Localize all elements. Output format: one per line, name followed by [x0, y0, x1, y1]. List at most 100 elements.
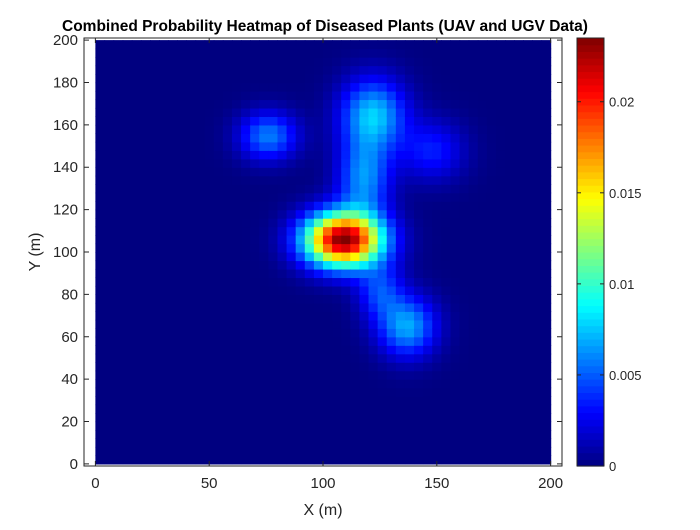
- heatmap-cell: [95, 379, 106, 389]
- heatmap-cell: [195, 379, 206, 389]
- heatmap-cell: [404, 40, 415, 50]
- heatmap-cell: [241, 353, 251, 363]
- heatmap-cell: [104, 302, 115, 312]
- heatmap-cell: [441, 48, 452, 58]
- heatmap-cell: [241, 201, 251, 211]
- heatmap-cell: [241, 167, 251, 177]
- heatmap-cell: [150, 218, 160, 228]
- heatmap-cell: [532, 90, 543, 101]
- heatmap-cell: [222, 252, 233, 262]
- heatmap-cell: [231, 268, 242, 279]
- heatmap-cell: [241, 294, 251, 304]
- heatmap-cell: [104, 90, 115, 101]
- heatmap-cell: [477, 57, 488, 67]
- heatmap-cell: [195, 446, 206, 457]
- heatmap-cell: [468, 243, 479, 253]
- heatmap-cell: [259, 319, 269, 329]
- heatmap-cell: [332, 209, 342, 219]
- heatmap-cell: [359, 455, 370, 465]
- heatmap-cell: [231, 353, 242, 363]
- heatmap-cell: [486, 65, 497, 75]
- heatmap-cell: [204, 302, 215, 312]
- heatmap-cell: [222, 260, 233, 270]
- heatmap-cell: [222, 141, 233, 151]
- heatmap-cell: [350, 294, 361, 304]
- heatmap-cell: [140, 379, 151, 389]
- heatmap-cell: [532, 167, 543, 177]
- heatmap-cell: [541, 133, 552, 143]
- heatmap-cell: [441, 379, 452, 389]
- heatmap-cell: [231, 99, 242, 109]
- heatmap-cell: [495, 40, 506, 50]
- heatmap-cell: [222, 446, 233, 457]
- x-tick-label: 0: [91, 475, 99, 492]
- heatmap-cell: [477, 218, 488, 228]
- heatmap-cell: [159, 379, 169, 389]
- heatmap-cell: [295, 353, 306, 363]
- heatmap-cell: [505, 209, 515, 219]
- heatmap-cell: [541, 65, 552, 75]
- heatmap-cell: [168, 294, 178, 304]
- heatmap-cell: [414, 48, 424, 58]
- heatmap-cell: [505, 124, 515, 134]
- heatmap-cell: [150, 57, 160, 67]
- heatmap-cell: [113, 218, 124, 228]
- heatmap-cell: [241, 57, 251, 67]
- heatmap-cell: [150, 90, 160, 101]
- heatmap-cell: [486, 57, 497, 67]
- heatmap-cell: [477, 345, 488, 355]
- heatmap-cell: [323, 311, 333, 321]
- x-tick-label: 200: [538, 475, 563, 492]
- heatmap-cell: [95, 99, 106, 109]
- heatmap-cell: [377, 429, 388, 440]
- heatmap-cell: [323, 235, 333, 245]
- heatmap-cell: [159, 396, 169, 406]
- heatmap-cell: [195, 429, 206, 440]
- heatmap-cell: [477, 209, 488, 219]
- heatmap-cell: [505, 294, 515, 304]
- heatmap-cell: [250, 413, 260, 423]
- heatmap-cell: [432, 285, 442, 295]
- heatmap-cell: [259, 285, 269, 295]
- heatmap-cell: [432, 167, 442, 177]
- heatmap-cell: [195, 82, 206, 92]
- heatmap-cell: [295, 184, 306, 194]
- heatmap-cell: [323, 82, 333, 92]
- heatmap-cell: [259, 396, 269, 406]
- heatmap-cell: [414, 413, 424, 423]
- colorbar-segment: [577, 131, 604, 139]
- heatmap-cell: [450, 184, 461, 194]
- heatmap-cell: [323, 40, 333, 50]
- heatmap-cell: [113, 133, 124, 143]
- heatmap-cell: [222, 226, 233, 236]
- heatmap-cell: [323, 74, 333, 84]
- heatmap-cell: [286, 201, 297, 211]
- heatmap-cell: [441, 370, 452, 380]
- heatmap-cell: [159, 192, 169, 202]
- heatmap-cell: [95, 260, 106, 270]
- heatmap-cell: [213, 370, 224, 380]
- heatmap-cell: [286, 387, 297, 397]
- heatmap-cell: [195, 294, 206, 304]
- heatmap-cell: [268, 235, 279, 245]
- heatmap-cell: [359, 226, 370, 236]
- heatmap-cell: [514, 235, 524, 245]
- heatmap-cell: [495, 387, 506, 397]
- heatmap-cell: [268, 353, 279, 363]
- heatmap-cell: [241, 209, 251, 219]
- heatmap-cell: [486, 328, 497, 338]
- heatmap-cell: [523, 438, 533, 448]
- heatmap-cell: [313, 218, 324, 228]
- heatmap-cell: [231, 446, 242, 457]
- heatmap-cell: [377, 175, 388, 185]
- heatmap-cell: [414, 107, 424, 117]
- heatmap-cell: [250, 396, 260, 406]
- heatmap-cell: [259, 57, 269, 67]
- heatmap-cell: [104, 285, 115, 295]
- heatmap-cell: [359, 387, 370, 397]
- colorbar-segment: [577, 379, 604, 387]
- colorbar-segment: [577, 245, 604, 253]
- heatmap-cell: [150, 116, 160, 126]
- heatmap-cell: [404, 175, 415, 185]
